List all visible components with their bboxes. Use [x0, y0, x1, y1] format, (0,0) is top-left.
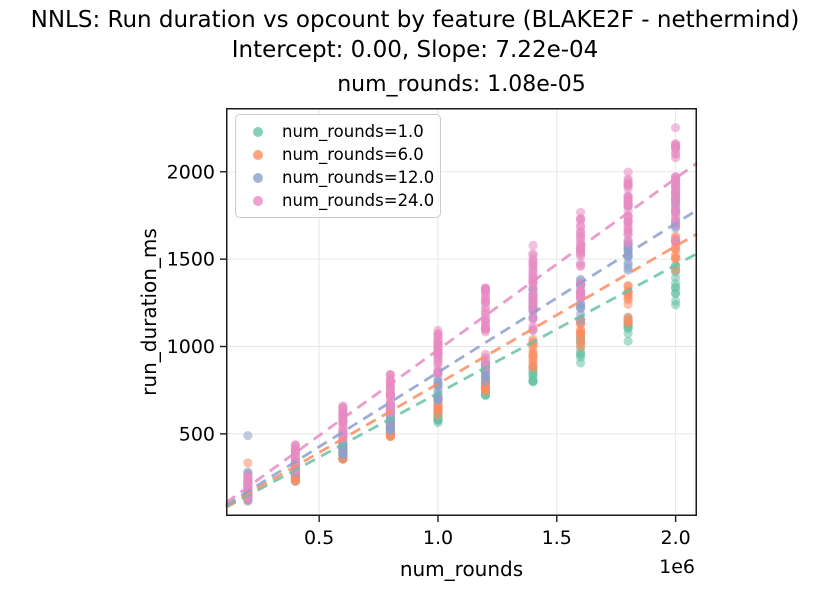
scatter-point [671, 201, 681, 211]
legend-marker-icon [253, 195, 263, 206]
scatter-point [576, 260, 586, 270]
scatter-outlier-point [576, 358, 586, 368]
legend-item-num-rounds-12: num_rounds=12.0 [236, 166, 440, 189]
scatter-point [623, 194, 633, 204]
scatter-outlier-point [623, 167, 633, 177]
scatter-point [671, 153, 681, 163]
scatter-point [576, 328, 586, 338]
scatter-point [576, 221, 586, 231]
scatter-point [671, 279, 681, 289]
scatter-outlier-point [243, 458, 253, 468]
scatter-point [671, 235, 681, 245]
legend-item-num-rounds-24: num_rounds=24.0 [236, 189, 440, 212]
x-tick-label: 0.5 [304, 527, 334, 549]
scatter-point [480, 385, 491, 395]
y-tick-label: 500 [179, 423, 215, 445]
scatter-outlier-point [671, 123, 681, 133]
scatter-point [671, 296, 681, 306]
x-tick-label: 1.5 [542, 527, 572, 549]
regression-line-num_rounds=12.0 [225, 208, 698, 507]
scatter-point [671, 244, 681, 254]
legend: num_rounds=1.0 num_rounds=6.0 num_rounds… [235, 114, 441, 218]
figure-title-line1: NNLS: Run duration vs opcount by feature… [30, 7, 800, 33]
y-tick-label: 1000 [167, 336, 215, 358]
scatter-point [528, 376, 538, 386]
x-tick-label: 1.0 [423, 527, 453, 549]
scatter-outlier-point [528, 240, 538, 251]
scatter-point [480, 309, 491, 319]
scatter-outlier-point [576, 207, 586, 217]
legend-marker-icon [253, 126, 263, 137]
scatter-point [338, 448, 348, 459]
scatter-point [338, 402, 348, 412]
scatter-point [290, 445, 300, 455]
legend-item-num-rounds-6: num_rounds=6.0 [236, 143, 440, 166]
tick-marks [220, 171, 677, 522]
legend-label: num_rounds=12.0 [282, 168, 435, 187]
plot-spines [226, 108, 697, 516]
scatter-point [433, 395, 443, 405]
legend-label: num_rounds=1.0 [282, 122, 424, 141]
scatter-point [623, 179, 633, 189]
scatter-point [528, 314, 538, 325]
scatter-point [671, 254, 681, 264]
plot-area: 0.5 1.0 1.5 2.0 500 1000 1500 2000 1e6 num_rounds… [137, 108, 698, 581]
scatter-outlier-point [623, 336, 633, 346]
y-tick-label: 1500 [167, 249, 215, 271]
scatter-point [623, 229, 633, 239]
legend-marker-icon [253, 172, 263, 183]
legend-label: num_rounds=24.0 [282, 191, 435, 210]
scatter-point [385, 389, 395, 399]
scatter-point [480, 283, 491, 293]
axes-title: num_rounds: 1.08e-05 [337, 72, 586, 97]
scatter-point [671, 175, 681, 185]
x-tick-label: 2.0 [661, 527, 691, 549]
scatter-point [623, 312, 633, 322]
scatter-point [290, 475, 300, 485]
legend-label: num_rounds=6.0 [282, 145, 424, 164]
plot-svg: 0.5 1.0 1.5 2.0 500 1000 1500 2000 1e6 num_rounds… [137, 108, 698, 581]
figure-title-line2: Intercept: 0.00, Slope: 7.22e-04 [231, 37, 599, 63]
regression-line-num_rounds=6.0 [225, 232, 698, 508]
scatter-point [433, 330, 443, 340]
scatter-point [433, 356, 443, 366]
y-axis-label: run_duration_ms [137, 228, 161, 396]
scatter-point [576, 227, 586, 237]
scatter-point [576, 350, 586, 360]
scatter-point [528, 261, 538, 271]
x-axis-label: num_rounds [400, 557, 523, 581]
scatter-point [338, 423, 348, 434]
scatter-point [480, 323, 491, 333]
scatter-point [576, 304, 586, 314]
regression-line-num_rounds=24.0 [225, 161, 698, 504]
scatter-point [528, 285, 538, 295]
legend-marker-icon [253, 149, 263, 160]
scatter-point [528, 358, 538, 368]
regression-line-num_rounds=1.0 [225, 252, 698, 509]
x-axis-offset-label: 1e6 [659, 556, 695, 578]
scatter-point [671, 192, 681, 202]
scatter-point [576, 234, 586, 244]
scatter-point [385, 424, 395, 434]
scatter-point [623, 263, 633, 273]
scatter-outlier-point [243, 431, 253, 441]
scatter-point [576, 292, 586, 302]
scatter-point [576, 251, 586, 261]
scatter-point [528, 301, 538, 311]
scatter-point [385, 398, 395, 409]
scatter-series-num_rounds=12.0 [243, 182, 681, 505]
scatter-point [671, 288, 681, 298]
legend-item-num-rounds-1: num_rounds=1.0 [236, 120, 440, 143]
scatter-point [623, 295, 633, 305]
y-tick-label: 2000 [167, 161, 215, 183]
scatter-point [623, 218, 633, 228]
scatter-point [480, 293, 491, 303]
scatter-point [433, 342, 443, 352]
scatter-point [528, 350, 538, 360]
